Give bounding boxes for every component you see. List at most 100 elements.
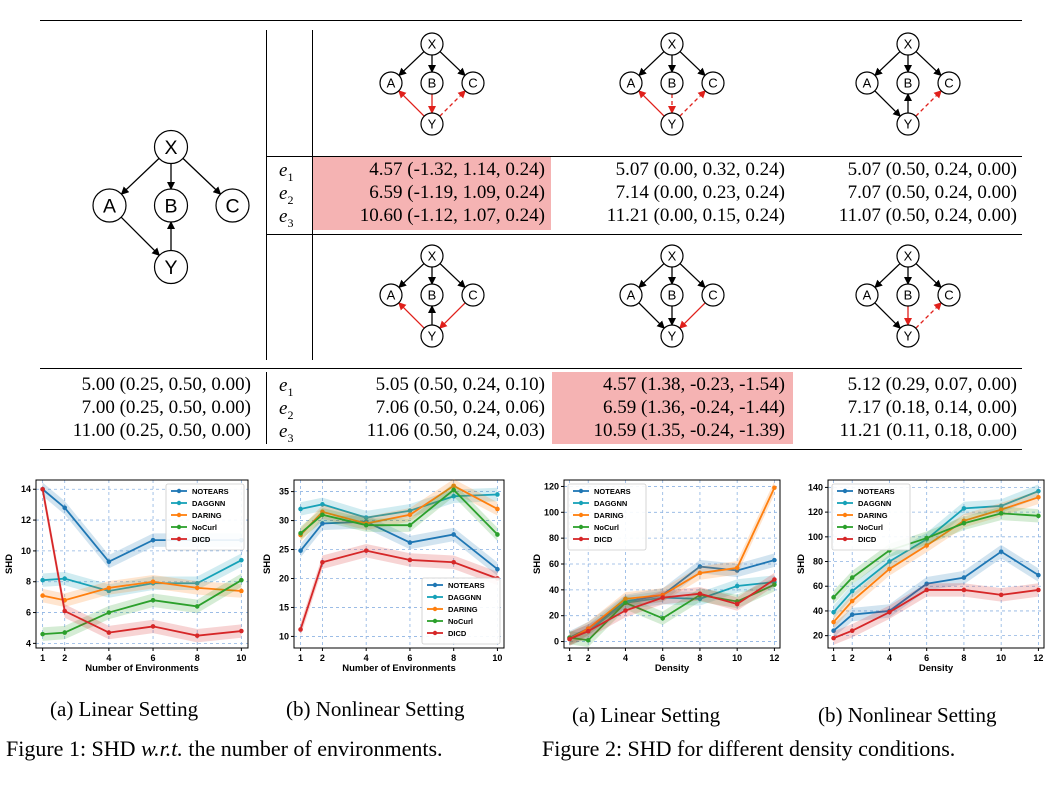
data-point xyxy=(660,595,665,600)
graph-node-label: Y xyxy=(904,329,913,344)
y-tick-label: 14 xyxy=(21,484,31,494)
data-point xyxy=(298,548,303,553)
data-point xyxy=(62,505,68,511)
x-tick-label: 8 xyxy=(961,653,966,663)
legend-marker xyxy=(842,512,848,518)
data-point xyxy=(40,577,45,583)
data-point xyxy=(1036,488,1041,494)
y-tick-label: 10 xyxy=(21,546,31,556)
table-cell: 11.21 (0.00, 0.15, 0.24) xyxy=(606,205,785,226)
data-point xyxy=(887,609,892,615)
graph-node-label: C xyxy=(708,288,717,303)
legend-box xyxy=(831,483,911,551)
graph-edge xyxy=(915,90,942,117)
x-tick-label: 4 xyxy=(106,653,111,663)
graph-node-label: X xyxy=(668,249,677,264)
graph-node xyxy=(855,283,879,307)
x-tick-label: 8 xyxy=(697,653,702,663)
y-tick-label: 80 xyxy=(813,557,823,567)
table-cell: 11.00 (0.25, 0.50, 0.00) xyxy=(72,420,251,441)
graph-node xyxy=(896,71,920,95)
y-tick-label: 10 xyxy=(279,631,289,641)
plot-frame xyxy=(293,479,505,649)
graph-node xyxy=(660,324,684,348)
data-point xyxy=(407,540,413,545)
figure1-caption: Figure 1: SHD w.r.t. the number of envir… xyxy=(6,736,443,761)
table-cell: 5.00 (0.25, 0.50, 0.00) xyxy=(81,374,251,395)
x-tick-label: 1 xyxy=(298,653,303,663)
graph-node xyxy=(896,324,920,348)
data-point xyxy=(150,597,156,603)
data-point xyxy=(495,506,500,512)
graph-node xyxy=(215,188,250,223)
data-point xyxy=(62,576,68,581)
legend-label: DARING xyxy=(448,605,478,614)
graph-node-label: B xyxy=(668,288,677,303)
data-point xyxy=(772,577,777,582)
y-tick-label: 0 xyxy=(554,637,559,647)
data-point xyxy=(62,630,68,635)
graph-node-label: X xyxy=(668,37,677,52)
x-tick-label: 1 xyxy=(831,653,836,663)
legend-marker xyxy=(432,618,438,624)
legend-marker xyxy=(842,500,848,506)
data-point xyxy=(924,587,929,593)
graph-node xyxy=(379,71,403,95)
x-tick-label: 8 xyxy=(451,653,456,663)
graph-node xyxy=(619,283,643,307)
data-point xyxy=(567,636,572,642)
y-tick-label: 12 xyxy=(21,515,31,525)
y-tick-label: 60 xyxy=(549,559,559,569)
graph-node xyxy=(701,283,725,307)
legend-marker xyxy=(578,524,584,530)
legend-label: DICD xyxy=(192,535,211,544)
graph-node-label: B xyxy=(428,76,437,91)
legend-label: DAGGNN xyxy=(858,499,891,508)
data-point xyxy=(451,493,456,499)
data-point xyxy=(320,512,325,518)
data-point xyxy=(495,492,500,497)
graph-edge xyxy=(679,302,706,329)
graph-edge xyxy=(638,302,665,329)
series-band xyxy=(833,506,1039,605)
data-point xyxy=(320,502,325,507)
data-point xyxy=(40,593,45,598)
graph-node xyxy=(420,71,444,95)
data-point xyxy=(239,577,244,583)
graph-node xyxy=(420,324,444,348)
data-point xyxy=(106,610,112,615)
data-point xyxy=(998,503,1004,509)
y-axis-label: SHD xyxy=(532,554,543,574)
graph-node-label: C xyxy=(944,76,953,91)
graph-edge xyxy=(398,302,425,329)
table-cell: 7.00 (0.25, 0.50, 0.00) xyxy=(81,397,251,418)
data-point xyxy=(194,580,200,586)
legend-label: NoCurl xyxy=(858,523,883,532)
graph-node-label: A xyxy=(387,288,396,303)
data-point xyxy=(831,628,836,634)
vertical-rule-left xyxy=(266,30,267,360)
data-point xyxy=(831,619,836,625)
series-band xyxy=(569,572,775,646)
graph-node xyxy=(420,283,444,307)
data-point xyxy=(772,582,777,587)
data-point xyxy=(40,631,45,637)
data-point xyxy=(734,601,740,607)
data-point xyxy=(734,565,740,571)
graph-edge xyxy=(915,263,942,289)
graph-edge xyxy=(915,302,942,329)
legend-label: NoCurl xyxy=(594,523,619,532)
figure2-caption: Figure 2: SHD for different density cond… xyxy=(542,736,956,761)
y-tick-label: 35 xyxy=(279,487,289,497)
data-point xyxy=(451,532,456,537)
y-axis-label: SHD xyxy=(796,554,807,574)
legend-marker xyxy=(432,582,438,588)
data-point xyxy=(363,548,369,553)
data-point xyxy=(451,487,456,493)
graph-node xyxy=(896,32,920,56)
data-point xyxy=(734,583,740,589)
graph-node-label: B xyxy=(428,288,437,303)
graph-node xyxy=(379,283,403,307)
legend-marker xyxy=(432,594,438,600)
y-tick-label: 120 xyxy=(808,507,823,517)
